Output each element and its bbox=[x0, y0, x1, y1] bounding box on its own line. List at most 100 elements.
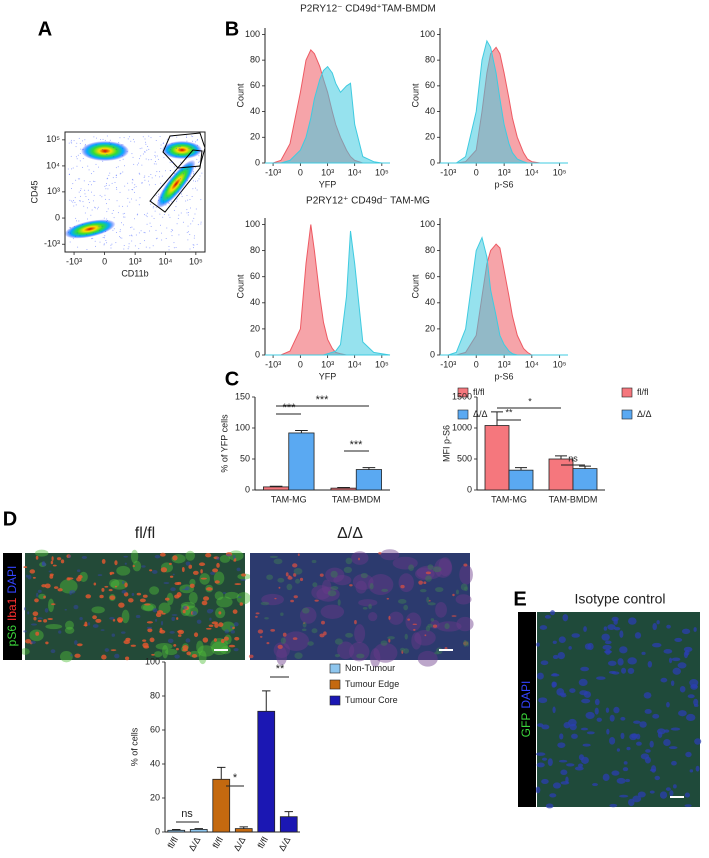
cell bbox=[319, 573, 324, 577]
cell bbox=[558, 636, 566, 644]
event-dot bbox=[72, 238, 74, 240]
cell bbox=[381, 588, 389, 592]
cell bbox=[455, 594, 472, 605]
cell bbox=[282, 632, 287, 637]
cell bbox=[43, 619, 48, 623]
event-dot bbox=[196, 189, 198, 191]
cell bbox=[618, 794, 629, 798]
event-dot bbox=[86, 249, 88, 251]
cell bbox=[299, 577, 304, 582]
event-dot bbox=[78, 191, 80, 193]
cell bbox=[50, 649, 56, 654]
event-dot bbox=[194, 166, 196, 168]
cell bbox=[670, 680, 675, 687]
cell bbox=[398, 573, 414, 593]
cell bbox=[99, 594, 104, 599]
error-bar bbox=[579, 465, 591, 469]
cell bbox=[57, 588, 63, 592]
event-dot bbox=[178, 146, 180, 148]
cell bbox=[451, 615, 457, 617]
cell bbox=[607, 624, 616, 630]
event-dot bbox=[123, 248, 125, 250]
event-dot bbox=[117, 166, 119, 168]
cell bbox=[232, 609, 238, 614]
cell bbox=[559, 733, 564, 740]
event-dot bbox=[155, 229, 157, 231]
event-dot bbox=[149, 230, 151, 232]
cell bbox=[136, 592, 142, 596]
cell bbox=[280, 612, 284, 616]
cell bbox=[628, 617, 637, 625]
cell bbox=[380, 549, 400, 561]
cell bbox=[541, 724, 550, 730]
cell bbox=[48, 570, 52, 573]
cell bbox=[430, 618, 435, 622]
event-dot bbox=[141, 164, 143, 166]
cell bbox=[465, 641, 470, 647]
cell bbox=[432, 566, 442, 573]
cell bbox=[184, 586, 190, 591]
cell bbox=[74, 653, 81, 658]
cell bbox=[362, 607, 368, 610]
cell bbox=[319, 633, 325, 638]
error-bar bbox=[362, 467, 376, 470]
cell bbox=[594, 707, 599, 715]
cell bbox=[212, 568, 219, 573]
cell bbox=[149, 569, 153, 572]
event-dot bbox=[186, 180, 188, 182]
event-dot bbox=[168, 202, 170, 204]
y-tick-label: 60 bbox=[425, 271, 435, 281]
event-dot bbox=[103, 244, 105, 246]
event-dot bbox=[193, 244, 195, 246]
cell bbox=[74, 640, 78, 645]
cell bbox=[116, 617, 124, 623]
event-dot bbox=[95, 144, 97, 146]
error-bar bbox=[217, 766, 226, 780]
event-dot bbox=[175, 155, 177, 157]
error-bar bbox=[295, 429, 308, 433]
cell bbox=[685, 751, 692, 758]
cell bbox=[405, 612, 422, 632]
cell bbox=[27, 574, 32, 580]
y-tick-label: 0 bbox=[255, 349, 260, 359]
cell bbox=[670, 727, 681, 731]
event-dot bbox=[78, 137, 80, 139]
event-dot bbox=[93, 180, 95, 182]
event-dot bbox=[166, 186, 168, 188]
event-dot bbox=[70, 155, 72, 157]
event-dot bbox=[173, 242, 175, 244]
cell bbox=[388, 611, 404, 625]
event-dot bbox=[123, 165, 125, 167]
event-dot bbox=[142, 153, 144, 155]
event-dot bbox=[85, 196, 87, 198]
cell bbox=[118, 602, 125, 608]
legend-swatch bbox=[621, 409, 633, 420]
cell bbox=[666, 624, 671, 629]
event-dot bbox=[95, 232, 97, 234]
cell bbox=[51, 603, 56, 606]
cell bbox=[159, 552, 166, 557]
cell bbox=[290, 599, 295, 603]
event-dot bbox=[197, 139, 199, 141]
event-dot bbox=[152, 207, 154, 209]
cell bbox=[605, 648, 611, 655]
event-dot bbox=[177, 217, 179, 219]
x-tick-label: 10⁵ bbox=[375, 167, 389, 177]
cell bbox=[397, 599, 407, 604]
cell bbox=[435, 587, 444, 593]
event-dot bbox=[121, 222, 123, 224]
event-dot bbox=[76, 232, 78, 234]
cell bbox=[210, 571, 216, 575]
cell bbox=[370, 648, 381, 668]
cell bbox=[123, 555, 129, 558]
event-dot bbox=[195, 141, 197, 143]
cell bbox=[224, 591, 239, 600]
cell bbox=[149, 586, 160, 595]
event-dot bbox=[187, 165, 189, 167]
cell bbox=[36, 592, 39, 598]
cell bbox=[218, 622, 224, 627]
y-tick-label: 80 bbox=[425, 55, 435, 65]
stain-name: GFP bbox=[519, 713, 533, 738]
event-dot bbox=[118, 205, 120, 207]
cell bbox=[68, 554, 71, 559]
